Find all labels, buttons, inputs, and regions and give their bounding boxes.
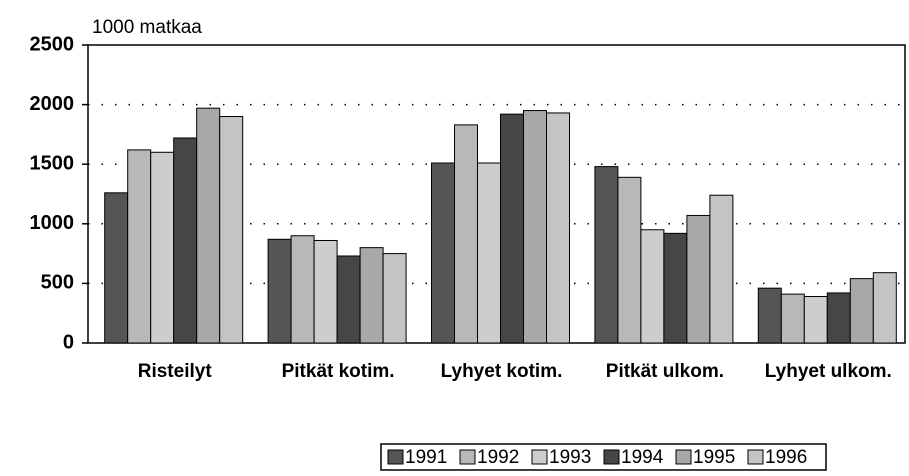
- bar: [663, 232, 688, 344]
- bar: [803, 296, 828, 344]
- bar: [546, 112, 570, 344]
- bar: [780, 293, 805, 344]
- bar: [594, 166, 619, 344]
- bar: [640, 229, 665, 344]
- bar: [290, 235, 315, 344]
- bar: [523, 110, 547, 344]
- bar: [454, 124, 478, 344]
- bar: [826, 292, 851, 344]
- x-tick-label: Pitkät ulkom.: [606, 361, 724, 382]
- x-tick-label: Lyhyet ulkom.: [765, 361, 892, 382]
- legend-label: 1995: [693, 447, 735, 468]
- legend-swatch: [459, 449, 476, 465]
- bar: [686, 214, 711, 344]
- y-axis-label: 1000 matkaa: [92, 17, 202, 38]
- legend-swatch: [603, 449, 620, 465]
- y-tick-label: 1000: [30, 212, 75, 234]
- bar: [150, 151, 175, 344]
- bar: [431, 162, 455, 344]
- bar: [359, 247, 384, 344]
- bar: [127, 149, 152, 344]
- bar: [382, 253, 407, 344]
- legend-label: 1991: [405, 447, 447, 468]
- y-tick-label: 500: [41, 272, 74, 294]
- bar: [336, 255, 361, 344]
- x-tick-label: Lyhyet kotim.: [441, 361, 563, 382]
- bar: [219, 116, 244, 344]
- legend-swatch: [747, 449, 764, 465]
- bar: [313, 239, 338, 344]
- legend-label: 1992: [477, 447, 519, 468]
- bar: [267, 238, 292, 344]
- legend-label: 1993: [549, 447, 591, 468]
- legend-swatch: [675, 449, 692, 465]
- bar: [709, 194, 734, 344]
- legend-label: 1994: [621, 447, 664, 468]
- y-tick-label: 1500: [30, 152, 75, 174]
- bar: [757, 287, 782, 344]
- bar: [477, 162, 501, 344]
- bar: [104, 192, 129, 344]
- bar: [500, 113, 524, 344]
- legend-swatch: [531, 449, 548, 465]
- bar: [173, 137, 198, 344]
- y-tick-label: 0: [63, 331, 74, 353]
- y-tick-label: 2500: [30, 33, 75, 55]
- bar: [849, 278, 874, 344]
- x-tick-label: Risteilyt: [138, 361, 213, 382]
- x-tick-label: Pitkät kotim.: [282, 361, 395, 382]
- bar: [617, 176, 642, 344]
- bar: [196, 107, 221, 344]
- legend-label: 1996: [765, 447, 807, 468]
- bar: [872, 272, 897, 344]
- y-tick-label: 2000: [30, 93, 75, 115]
- legend-swatch: [387, 449, 404, 465]
- legend-box: [380, 443, 827, 471]
